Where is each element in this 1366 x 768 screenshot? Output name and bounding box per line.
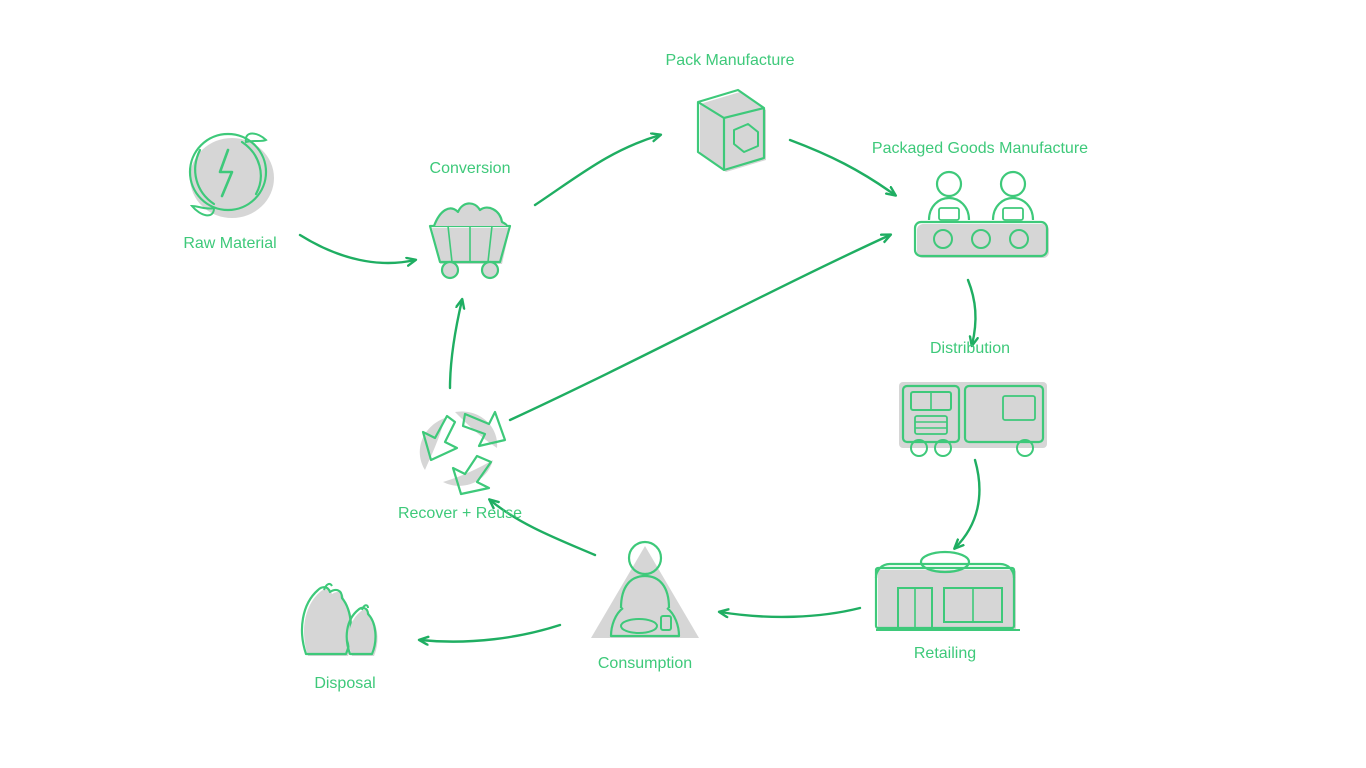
energy-leaf-icon [170,120,290,230]
label-packaged-goods: Packaged Goods Manufacture [860,140,1100,158]
edge-consumption-to-disposal [420,625,560,642]
node-packaged-goods: Packaged Goods Manufacture [860,140,1100,277]
edge-raw-to-conversion [300,235,415,263]
truck-icon [885,362,1055,462]
node-disposal: Disposal [275,560,415,693]
label-disposal: Disposal [275,675,415,693]
label-conversion: Conversion [405,160,535,178]
node-conversion: Conversion [405,160,535,287]
label-retailing: Retailing [860,645,1030,663]
edge-recover-to-conversion [450,300,462,388]
edge-retailing-to-consumption [720,608,860,617]
node-recover-reuse: Recover + Reuse [380,390,540,523]
edge-recover-to-packagedgoods [510,235,890,420]
node-distribution: Distribution [880,340,1060,467]
ore-cart-icon [410,182,530,282]
trash-bags-icon [280,560,410,670]
node-consumption: Consumption [570,530,720,673]
edge-packagedgoods-to-distribution [968,280,975,345]
label-raw-material: Raw Material [160,235,300,253]
person-eating-icon [575,530,715,650]
factory-workers-icon [895,162,1065,272]
recycle-icon [395,390,525,500]
label-distribution: Distribution [880,340,1060,358]
node-pack-manufacture: Pack Manufacture [640,52,820,189]
label-recover-reuse: Recover + Reuse [380,505,540,523]
edge-distribution-to-retailing [955,460,979,548]
label-consumption: Consumption [570,655,720,673]
node-retailing: Retailing [860,540,1030,663]
label-pack-manufacture: Pack Manufacture [640,52,820,70]
node-raw-material: Raw Material [160,120,300,253]
box-package-icon [670,74,790,184]
lifecycle-diagram: Raw Material Conversion Pack Manufacture… [0,0,1366,768]
storefront-icon [860,540,1030,640]
